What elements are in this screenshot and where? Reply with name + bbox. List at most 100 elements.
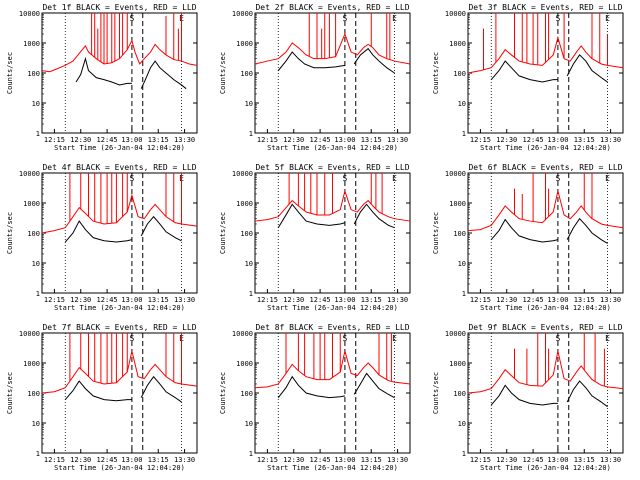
- chart-panel-4: Det 4f BLACK = Events, RED = LLD 1 10 100 10…: [6, 163, 198, 312]
- y-tick-label: 1: [36, 290, 40, 298]
- x-tick-label: 12:45: [97, 456, 118, 464]
- x-tick-label: 12:45: [310, 296, 331, 304]
- y-tick-label: 10000: [232, 170, 253, 178]
- x-tick-label: 13:00: [121, 456, 142, 464]
- x-axis-label: Start Time (26-Jan-04 12:04:20): [480, 464, 611, 472]
- y-tick-label: 100: [27, 390, 40, 398]
- x-tick-label: 13:30: [387, 136, 408, 144]
- y-tick-label: 1: [462, 290, 466, 298]
- series-line-lld: [254, 350, 411, 389]
- x-tick-label: 13:00: [547, 136, 568, 144]
- series-line-events-segment-2: [566, 54, 608, 83]
- chart-panel-1: Det 1f BLACK = Events, RED = LLD 1 10 100 10…: [6, 3, 198, 152]
- series-line-lld: [41, 350, 198, 394]
- x-tick-label: 12:30: [496, 136, 517, 144]
- x-axis-label: Start Time (26-Jan-04 12:04:20): [267, 144, 398, 152]
- chart-panel-9: Det 9f BLACK = Events, RED = LLD 1 10 100 10…: [432, 323, 624, 472]
- series-line-events: [277, 375, 345, 399]
- x-tick-label: 13:00: [547, 456, 568, 464]
- y-tick-label: 100: [240, 390, 253, 398]
- series-line-events: [277, 51, 345, 71]
- marker-label: S: [555, 14, 560, 23]
- series-line-events-segment-2: [140, 375, 182, 403]
- x-axis-label: Start Time (26-Jan-04 12:04:20): [54, 144, 185, 152]
- y-tick-label: 1: [249, 130, 253, 138]
- x-tick-label: 13:30: [600, 136, 621, 144]
- x-tick-label: 13:15: [361, 136, 382, 144]
- x-tick-label: 12:30: [283, 296, 304, 304]
- chart-title: Det 7f BLACK = Events, RED = LLD: [42, 323, 196, 332]
- y-tick-label: 1000: [236, 360, 253, 368]
- x-tick-label: 13:00: [334, 136, 355, 144]
- x-tick-label: 12:30: [283, 136, 304, 144]
- y-tick-label: 1000: [236, 40, 253, 48]
- series-line-events-segment-2: [140, 215, 182, 242]
- chart-panel-8: Det 8f BLACK = Events, RED = LLD 1 10 100 10…: [219, 323, 411, 472]
- series-line-events-segment-2: [353, 372, 395, 399]
- y-tick-label: 10000: [19, 330, 40, 338]
- y-tick-label: 100: [453, 70, 466, 78]
- x-axis-label: Start Time (26-Jan-04 12:04:20): [267, 304, 398, 312]
- marker-label: E: [605, 174, 610, 183]
- marker-label: S: [129, 14, 134, 23]
- series-line-lld: [254, 32, 411, 65]
- x-tick-label: 12:45: [310, 136, 331, 144]
- x-tick-label: 13:30: [174, 296, 195, 304]
- y-axis-label: Counts/sec: [432, 372, 440, 414]
- y-axis-label: Counts/sec: [6, 52, 14, 94]
- x-tick-label: 13:30: [174, 456, 195, 464]
- x-tick-label: 12:30: [496, 456, 517, 464]
- series-line-lld: [254, 189, 411, 222]
- y-tick-label: 100: [453, 390, 466, 398]
- series-line-events: [490, 384, 558, 406]
- series-line-events-segment-2: [140, 60, 187, 90]
- series-line-events: [277, 203, 346, 228]
- y-tick-label: 10: [32, 100, 40, 108]
- x-axis-label: Start Time (26-Jan-04 12:04:20): [54, 464, 185, 472]
- x-tick-label: 12:15: [470, 136, 491, 144]
- y-tick-label: 10: [245, 100, 253, 108]
- x-tick-label: 13:00: [334, 296, 355, 304]
- y-tick-label: 10000: [19, 170, 40, 178]
- y-tick-label: 10: [458, 260, 466, 268]
- marker-label: S: [129, 334, 134, 343]
- marker-label: E: [392, 334, 397, 343]
- x-tick-label: 12:30: [70, 296, 91, 304]
- series-line-lld: [41, 193, 198, 234]
- x-tick-label: 13:30: [174, 136, 195, 144]
- marker-label: E: [392, 174, 397, 183]
- x-tick-label: 12:15: [44, 456, 65, 464]
- y-tick-label: 1000: [23, 200, 40, 208]
- marker-label: S: [555, 174, 560, 183]
- marker-label: E: [605, 14, 610, 23]
- y-axis-label: Counts/sec: [6, 372, 14, 414]
- y-axis-label: Counts/sec: [6, 212, 14, 254]
- series-line-lld: [467, 350, 624, 394]
- x-axis-label: Start Time (26-Jan-04 12:04:20): [480, 304, 611, 312]
- chart-panel-6: Det 6f BLACK = Events, RED = LLD 1 10 100 10…: [432, 163, 624, 312]
- y-tick-label: 10000: [445, 170, 466, 178]
- y-tick-label: 1: [249, 290, 253, 298]
- x-tick-label: 13:30: [600, 296, 621, 304]
- marker-label: E: [392, 14, 397, 23]
- chart-title: Det 5f BLACK = Events, RED = LLD: [255, 163, 409, 172]
- x-tick-label: 13:30: [387, 296, 408, 304]
- marker-label: S: [342, 14, 347, 23]
- y-tick-label: 100: [27, 70, 40, 78]
- marker-label: S: [342, 174, 347, 183]
- y-tick-label: 1000: [236, 200, 253, 208]
- y-tick-label: 100: [27, 230, 40, 238]
- series-line-events: [75, 56, 132, 86]
- y-axis-label: Counts/sec: [432, 52, 440, 94]
- y-tick-label: 10: [458, 420, 466, 428]
- y-tick-label: 10: [32, 260, 40, 268]
- x-tick-label: 13:15: [574, 136, 595, 144]
- x-tick-label: 12:15: [257, 456, 278, 464]
- x-tick-label: 13:15: [148, 136, 169, 144]
- y-axis-label: Counts/sec: [219, 52, 227, 94]
- series-line-lld: [467, 35, 624, 74]
- y-tick-label: 100: [240, 70, 253, 78]
- x-tick-label: 13:30: [600, 456, 621, 464]
- y-axis-label: Counts/sec: [432, 212, 440, 254]
